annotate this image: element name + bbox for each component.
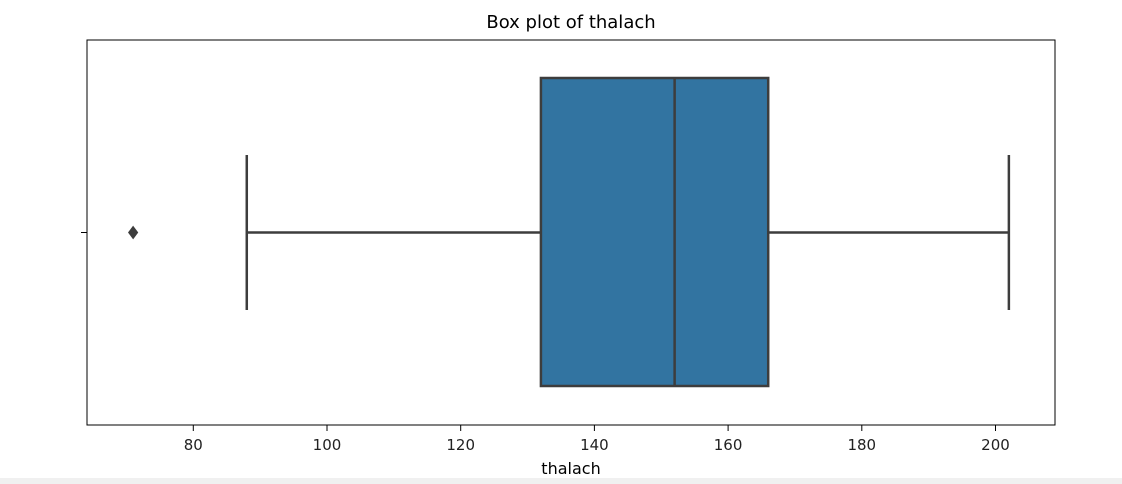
chart-title: Box plot of thalach [486, 12, 655, 33]
outlier-point [128, 225, 139, 240]
x-tick-label: 120 [446, 436, 475, 454]
bottom-strip [0, 478, 1122, 484]
x-tick-label: 200 [981, 436, 1010, 454]
x-tick-label: 160 [714, 436, 743, 454]
x-tick-label: 80 [184, 436, 203, 454]
x-tick-label: 140 [580, 436, 609, 454]
x-tick-label: 180 [847, 436, 876, 454]
x-axis-label: thalach [541, 459, 600, 478]
plot-marks [128, 76, 1011, 388]
x-axis-ticks: 80 100 120 140 160 180 200 [184, 425, 1010, 454]
x-tick-label: 100 [313, 436, 342, 454]
iqr-box [539, 76, 770, 388]
